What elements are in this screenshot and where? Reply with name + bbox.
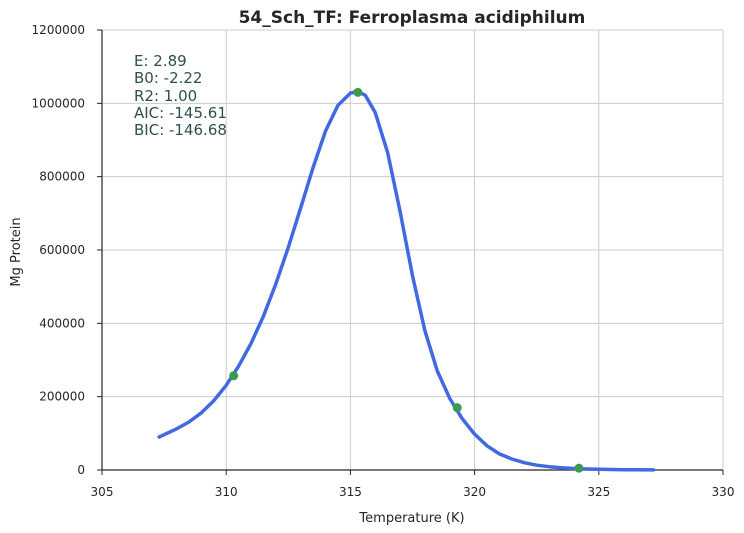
x-tick-labels: 305 310 315 320 325 330 <box>91 470 735 499</box>
y-tick-label: 800000 <box>39 170 85 184</box>
stat-e: E: 2.89 <box>134 52 187 70</box>
x-tick-label: 325 <box>587 485 610 499</box>
observed-point <box>353 87 363 97</box>
y-tick-label: 1000000 <box>32 96 85 110</box>
y-tick-label: 1200000 <box>32 23 85 37</box>
observed-point <box>229 371 239 381</box>
y-tick-label: 200000 <box>39 390 85 404</box>
x-tick-label: 305 <box>91 485 114 499</box>
observed-point <box>574 463 584 473</box>
chart-title: 54_Sch_TF: Ferroplasma acidiphilum <box>239 8 586 28</box>
stat-b0: B0: -2.22 <box>134 69 202 87</box>
fit-statistics: E: 2.89 B0: -2.22 R2: 1.00 AIC: -145.61 … <box>134 52 227 139</box>
y-tick-label: 0 <box>77 463 85 477</box>
y-tick-label: 600000 <box>39 243 85 257</box>
y-axis-label: Mg Protein <box>9 217 24 286</box>
x-tick-label: 315 <box>339 485 362 499</box>
gridlines <box>101 29 724 471</box>
stat-bic: BIC: -146.68 <box>134 121 227 139</box>
x-tick-label: 320 <box>463 485 486 499</box>
y-tick-label: 400000 <box>39 316 85 330</box>
x-tick-label: 330 <box>712 485 735 499</box>
stat-r2: R2: 1.00 <box>134 87 197 105</box>
x-axis-label: Temperature (K) <box>358 511 464 526</box>
y-tick-labels: 0 200000 400000 600000 800000 1000000 1200000 <box>32 23 102 477</box>
observed-point <box>452 403 462 413</box>
stat-aic: AIC: -145.61 <box>134 104 227 122</box>
x-tick-label: 310 <box>215 485 238 499</box>
series-group <box>157 87 656 473</box>
fitted-curve-line <box>157 89 656 472</box>
